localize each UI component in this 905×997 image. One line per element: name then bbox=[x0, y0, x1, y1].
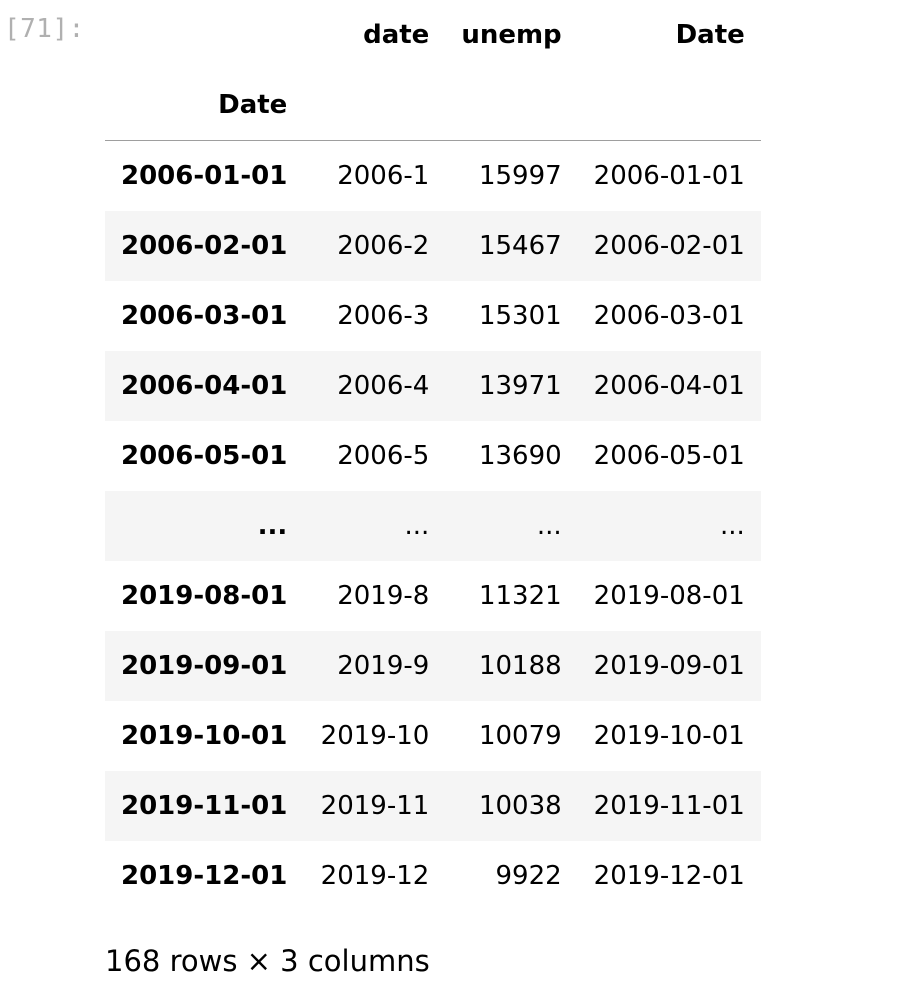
Date-cell: 2019-10-01 bbox=[593, 721, 745, 751]
table-body: 2006-01-01 2006-1 15997 2006-01-01 2006-02-0… bbox=[105, 141, 761, 912]
row-index-cell: 2006-04-01 bbox=[121, 371, 288, 401]
column-header-date: date bbox=[363, 20, 430, 50]
table-row: 2006-05-01 2006-5 13690 2006-05-01 bbox=[105, 421, 761, 491]
unemp-cell: 15997 bbox=[478, 161, 562, 191]
empty-header-cell bbox=[445, 70, 578, 141]
dataframe-table: date unemp Date Date 2006-01-01 2006-1 159… bbox=[105, 0, 761, 911]
row-index-cell: 2019-10-01 bbox=[121, 721, 288, 751]
date-cell: 2006-1 bbox=[337, 161, 430, 191]
dataframe-shape-label: 168 rows × 3 columns bbox=[105, 944, 430, 978]
row-index-cell: 2006-01-01 bbox=[121, 161, 288, 191]
date-cell: ... bbox=[404, 511, 430, 541]
Date-cell: ... bbox=[719, 511, 745, 541]
unemp-cell: ... bbox=[536, 511, 562, 541]
date-cell: 2006-3 bbox=[337, 301, 430, 331]
Date-cell: 2006-01-01 bbox=[593, 161, 745, 191]
cell-output-area: date unemp Date Date 2006-01-01 2006-1 159… bbox=[105, 0, 761, 911]
empty-header-cell bbox=[303, 70, 446, 141]
empty-header-cell bbox=[577, 70, 761, 141]
row-index-cell: 2019-08-01 bbox=[121, 581, 288, 611]
unemp-cell: 10188 bbox=[478, 651, 562, 681]
unemp-cell: 13690 bbox=[478, 441, 562, 471]
date-cell: 2006-2 bbox=[337, 231, 430, 261]
table-row: 2019-11-01 2019-11 10038 2019-11-01 bbox=[105, 771, 761, 841]
date-cell: 2019-9 bbox=[337, 651, 430, 681]
table-row: 2019-09-01 2019-9 10188 2019-09-01 bbox=[105, 631, 761, 701]
unemp-cell: 10038 bbox=[478, 791, 562, 821]
table-header: date unemp Date Date bbox=[105, 0, 761, 141]
table-row: 2019-08-01 2019-8 11321 2019-08-01 bbox=[105, 561, 761, 631]
index-corner-header bbox=[105, 0, 303, 70]
Date-cell: 2006-03-01 bbox=[593, 301, 745, 331]
Date-cell: 2006-02-01 bbox=[593, 231, 745, 261]
column-header-row: date unemp Date bbox=[105, 0, 761, 70]
index-name-row: Date bbox=[105, 70, 761, 141]
table-row: 2006-01-01 2006-1 15997 2006-01-01 bbox=[105, 141, 761, 212]
row-index-cell: 2006-03-01 bbox=[121, 301, 288, 331]
table-row: 2006-03-01 2006-3 15301 2006-03-01 bbox=[105, 281, 761, 351]
date-cell: 2019-8 bbox=[337, 581, 430, 611]
row-index-cell: 2006-02-01 bbox=[121, 231, 288, 261]
date-cell: 2019-10 bbox=[320, 721, 430, 751]
row-index-cell: 2006-05-01 bbox=[121, 441, 288, 471]
date-cell: 2006-4 bbox=[337, 371, 430, 401]
unemp-cell: 15301 bbox=[478, 301, 562, 331]
column-header-unemp: unemp bbox=[461, 20, 562, 50]
unemp-cell: 9922 bbox=[495, 861, 562, 891]
Date-cell: 2019-12-01 bbox=[593, 861, 745, 891]
Date-cell: 2006-05-01 bbox=[593, 441, 745, 471]
unemp-cell: 13971 bbox=[478, 371, 562, 401]
Date-cell: 2019-11-01 bbox=[593, 791, 745, 821]
table-row: 2006-04-01 2006-4 13971 2006-04-01 bbox=[105, 351, 761, 421]
date-cell: 2006-5 bbox=[337, 441, 430, 471]
date-cell: 2019-11 bbox=[320, 791, 430, 821]
cell-execution-prompt: [71]: bbox=[4, 14, 85, 44]
column-header-Date: Date bbox=[675, 20, 745, 50]
row-index-cell: 2019-09-01 bbox=[121, 651, 288, 681]
row-index-cell: ... bbox=[257, 511, 288, 541]
table-row: 2019-10-01 2019-10 10079 2019-10-01 bbox=[105, 701, 761, 771]
row-index-cell: 2019-11-01 bbox=[121, 791, 288, 821]
row-index-cell: 2019-12-01 bbox=[121, 861, 288, 891]
table-row: 2019-12-01 2019-12 9922 2019-12-01 bbox=[105, 841, 761, 911]
Date-cell: 2019-08-01 bbox=[593, 581, 745, 611]
table-row: ............ bbox=[105, 491, 761, 561]
unemp-cell: 11321 bbox=[478, 581, 562, 611]
Date-cell: 2006-04-01 bbox=[593, 371, 745, 401]
unemp-cell: 10079 bbox=[478, 721, 562, 751]
Date-cell: 2019-09-01 bbox=[593, 651, 745, 681]
date-cell: 2019-12 bbox=[320, 861, 430, 891]
index-name-header: Date bbox=[105, 70, 304, 141]
unemp-cell: 15467 bbox=[478, 231, 562, 261]
table-row: 2006-02-01 2006-2 15467 2006-02-01 bbox=[105, 211, 761, 281]
